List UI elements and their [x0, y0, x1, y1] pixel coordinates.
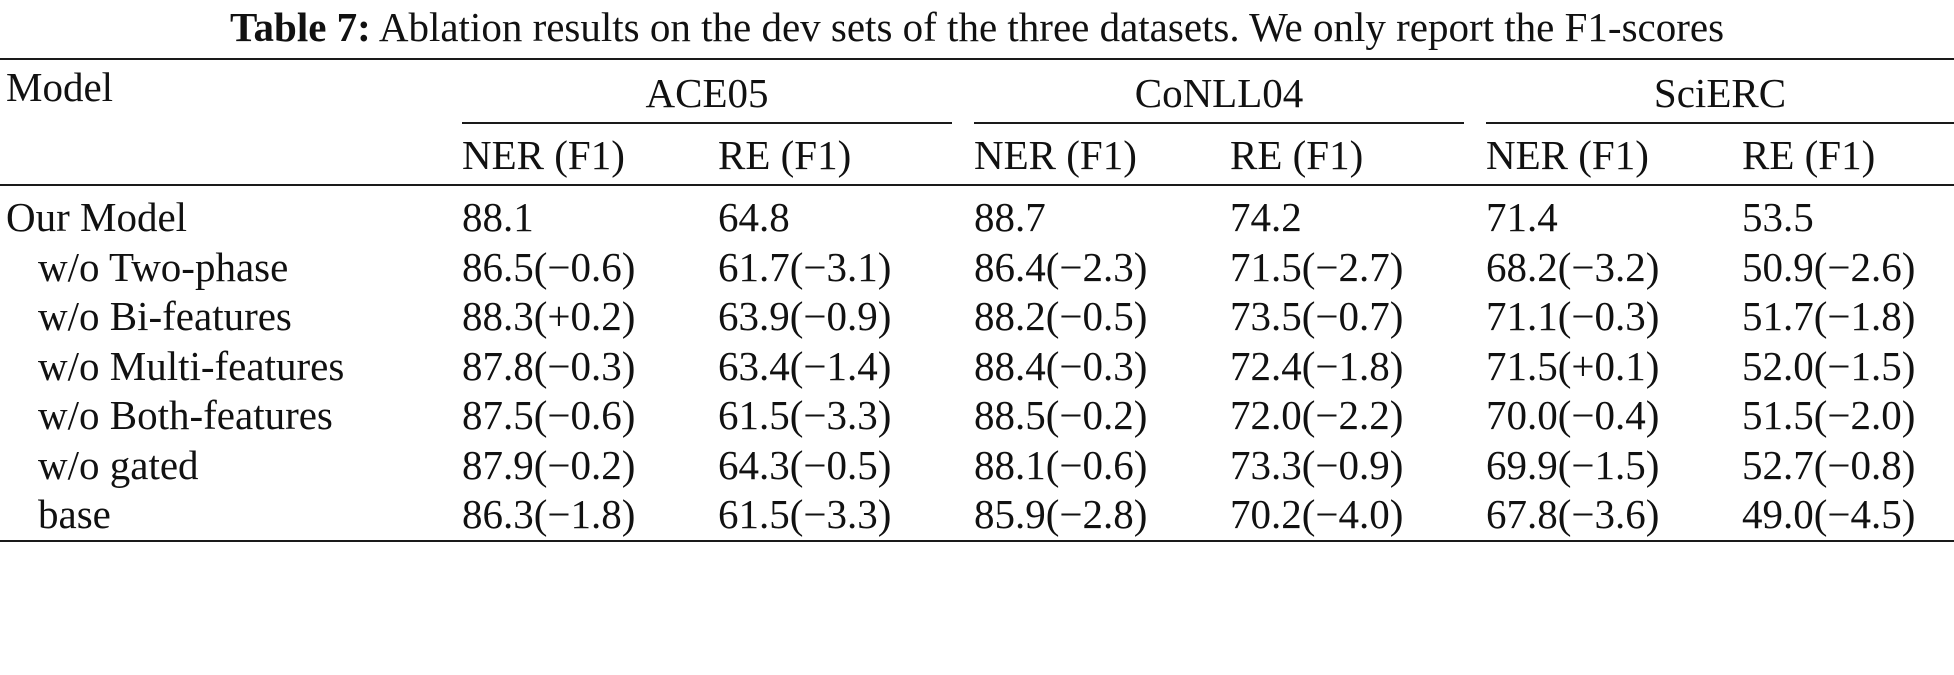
- subcolumn-header: NER (F1): [974, 132, 1137, 178]
- subcolumn-header: NER (F1): [462, 132, 625, 178]
- dataset-rule-conll04: [974, 122, 1464, 124]
- subcolumn-header: NER (F1): [1486, 132, 1649, 178]
- table-cell: 71.5(+0.1): [1486, 343, 1660, 389]
- table-cell: 64.8: [718, 194, 790, 240]
- table-cell: 86.3(−1.8): [462, 491, 636, 537]
- caption-text: Ablation results on the dev sets of the …: [378, 4, 1725, 50]
- table-cell: 51.7(−1.8): [1742, 293, 1916, 339]
- table-cell: 49.0(−4.5): [1742, 491, 1916, 537]
- table-cell: 64.3(−0.5): [718, 442, 892, 488]
- table-cell: 88.7: [974, 194, 1046, 240]
- table-cell: 73.3(−0.9): [1230, 442, 1404, 488]
- table-cell: 53.5: [1742, 194, 1814, 240]
- table-cell: 61.7(−3.1): [718, 244, 892, 290]
- table-cell: 67.8(−3.6): [1486, 491, 1660, 537]
- dataset-header-scierc: SciERC: [1653, 70, 1787, 116]
- table-cell: 61.5(−3.3): [718, 392, 892, 438]
- table-cell: 71.1(−0.3): [1486, 293, 1660, 339]
- header-rule: [0, 184, 1954, 186]
- dataset-header-conll04: CoNLL04: [1134, 70, 1304, 116]
- table-cell: 86.5(−0.6): [462, 244, 636, 290]
- table-cell: 71.5(−2.7): [1230, 244, 1404, 290]
- table-cell: 85.9(−2.8): [974, 491, 1148, 537]
- table-cell: 88.4(−0.3): [974, 343, 1148, 389]
- table-cell: 50.9(−2.6): [1742, 244, 1916, 290]
- model-name: Our Model: [6, 194, 188, 240]
- table-cell: 87.5(−0.6): [462, 392, 636, 438]
- subcolumn-header: RE (F1): [1230, 132, 1364, 178]
- stub-header: Model: [6, 64, 114, 110]
- table-cell: 69.9(−1.5): [1486, 442, 1660, 488]
- table-cell: 61.5(−3.3): [718, 491, 892, 537]
- model-name: w/o Two-phase: [38, 244, 289, 290]
- table-cell: 88.2(−0.5): [974, 293, 1148, 339]
- dataset-rule-ace05: [462, 122, 952, 124]
- table-cell: 88.5(−0.2): [974, 392, 1148, 438]
- table-cell: 72.0(−2.2): [1230, 392, 1404, 438]
- table-cell: 52.7(−0.8): [1742, 442, 1916, 488]
- model-name: base: [38, 491, 111, 537]
- table-cell: 73.5(−0.7): [1230, 293, 1404, 339]
- table-cell: 86.4(−2.3): [974, 244, 1148, 290]
- model-name: w/o Multi-features: [38, 343, 345, 389]
- table-cell: 72.4(−1.8): [1230, 343, 1404, 389]
- table-cell: 68.2(−3.2): [1486, 244, 1660, 290]
- caption-label: Table 7:: [229, 4, 371, 50]
- model-name: w/o gated: [38, 442, 199, 488]
- table-cell: 87.9(−0.2): [462, 442, 636, 488]
- table-caption: Table 7: Ablation results on the dev set…: [0, 2, 1954, 52]
- table-cell: 88.3(+0.2): [462, 293, 636, 339]
- table-cell: 51.5(−2.0): [1742, 392, 1916, 438]
- bottom-rule: [0, 540, 1954, 542]
- subcolumn-header: RE (F1): [1742, 132, 1876, 178]
- table-cell: 71.4: [1486, 194, 1558, 240]
- table-cell: 63.4(−1.4): [718, 343, 892, 389]
- table-cell: 74.2: [1230, 194, 1302, 240]
- table-cell: 88.1: [462, 194, 534, 240]
- top-rule: [0, 58, 1954, 60]
- table-cell: 87.8(−0.3): [462, 343, 636, 389]
- dataset-rule-scierc: [1486, 122, 1954, 124]
- table-cell: 52.0(−1.5): [1742, 343, 1916, 389]
- table-cell: 70.0(−0.4): [1486, 392, 1660, 438]
- table-cell: 88.1(−0.6): [974, 442, 1148, 488]
- subcolumn-header: RE (F1): [718, 132, 852, 178]
- model-name: w/o Both-features: [38, 392, 333, 438]
- table-cell: 70.2(−4.0): [1230, 491, 1404, 537]
- table-cell: 63.9(−0.9): [718, 293, 892, 339]
- model-name: w/o Bi-features: [38, 293, 292, 339]
- dataset-header-ace05: ACE05: [645, 70, 769, 116]
